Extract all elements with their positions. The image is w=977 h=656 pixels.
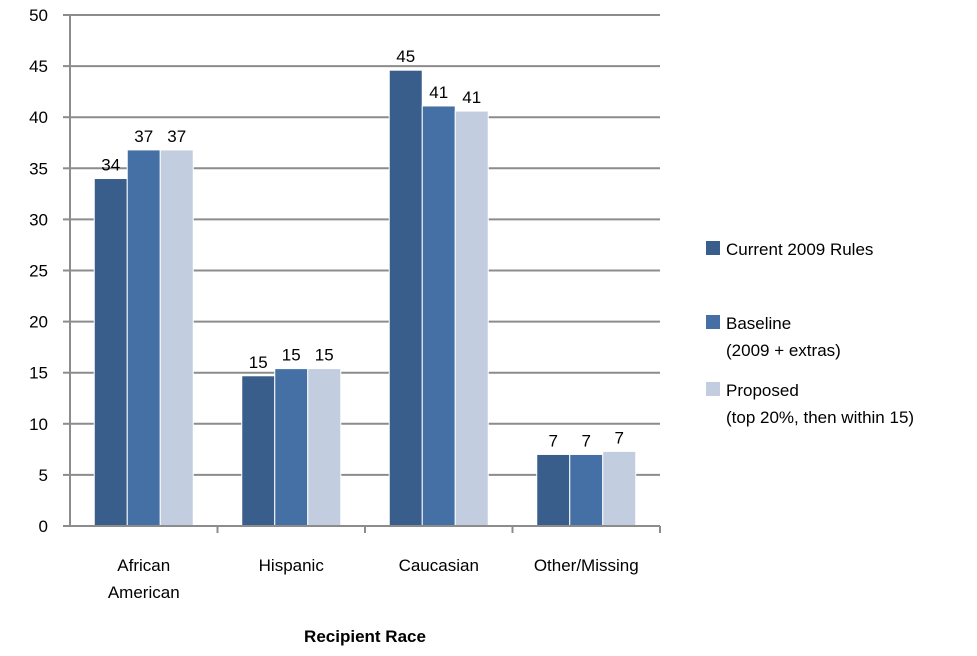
data-label: 41 <box>462 88 481 107</box>
legend-swatch <box>706 241 720 255</box>
data-label: 37 <box>134 127 153 146</box>
y-tick-label: 20 <box>29 313 48 332</box>
legend-label: (2009 + extras) <box>726 341 841 360</box>
legend-swatch <box>706 315 720 329</box>
data-label: 15 <box>249 353 268 372</box>
x-tick-labels: African American Hispanic Caucasian Other/Mi… <box>108 526 661 602</box>
y-tick-label: 0 <box>39 517 48 536</box>
y-tick-label: 40 <box>29 108 48 127</box>
y-tick-label: 30 <box>29 210 48 229</box>
x-tick-label: Caucasian <box>399 556 479 575</box>
y-tick-label: 45 <box>29 57 48 76</box>
data-labels: 34 37 37 15 15 15 45 41 41 7 7 7 <box>101 47 624 450</box>
data-label: 7 <box>582 431 591 450</box>
bar <box>602 450 637 527</box>
bar <box>93 178 128 527</box>
legend-label: Baseline <box>726 314 791 333</box>
bar <box>454 110 489 527</box>
bar <box>421 105 456 527</box>
x-tick-label: Other/Missing <box>534 556 639 575</box>
bar <box>126 149 161 527</box>
data-label: 7 <box>549 431 558 450</box>
x-tick-label: African <box>117 556 170 575</box>
data-label: 7 <box>615 428 624 447</box>
x-tick-label: American <box>108 583 180 602</box>
legend-label: (top 20%, then within 15) <box>726 408 914 427</box>
legend-swatch <box>706 382 720 396</box>
y-tick-label: 35 <box>29 159 48 178</box>
bar <box>274 368 309 527</box>
data-label: 15 <box>315 346 334 365</box>
bar <box>159 149 194 527</box>
y-tick-label: 50 <box>29 6 48 25</box>
bar <box>388 69 423 527</box>
bar <box>536 453 571 527</box>
data-label: 45 <box>396 47 415 66</box>
x-tick-label: Hispanic <box>259 556 325 575</box>
bars <box>93 69 637 527</box>
y-tick-label: 5 <box>39 466 48 485</box>
y-tick-label: 25 <box>29 262 48 281</box>
legend-label: Current 2009 Rules <box>726 240 873 259</box>
data-label: 37 <box>167 127 186 146</box>
legend-label: Proposed <box>726 381 799 400</box>
bar <box>241 375 276 527</box>
data-label: 41 <box>429 83 448 102</box>
y-tick-labels: 0 5 10 15 20 25 30 35 40 45 50 <box>29 6 48 536</box>
y-tick-label: 15 <box>29 364 48 383</box>
bar <box>307 368 342 527</box>
bar <box>569 453 604 527</box>
data-label: 34 <box>101 156 120 175</box>
legend: Current 2009 Rules Baseline (2009 + extras… <box>706 240 914 427</box>
data-label: 15 <box>282 346 301 365</box>
x-axis-title: Recipient Race <box>304 627 426 646</box>
y-tick-label: 10 <box>29 415 48 434</box>
